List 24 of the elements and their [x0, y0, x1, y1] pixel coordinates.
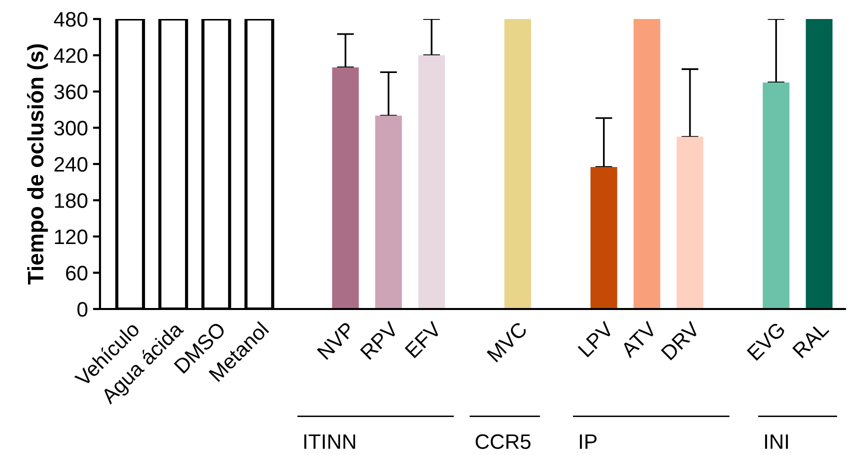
- y-axis-title: Tiempo de oclusión (s): [26, 44, 48, 285]
- text: INI: [765, 434, 788, 449]
- text: IP: [580, 434, 597, 449]
- bar: [634, 19, 660, 309]
- bar: [676, 136, 704, 309]
- y-tick-label: 300: [54, 120, 88, 136]
- y-tick-label: 240: [54, 157, 88, 172]
- y-tick-label: 120: [55, 230, 88, 244]
- bar: [806, 19, 833, 309]
- bar: [504, 19, 532, 309]
- bar: [762, 82, 790, 309]
- bar: [332, 67, 359, 309]
- y-tick-label: 60: [66, 266, 88, 281]
- bar: [418, 55, 445, 309]
- text: CCR5: [476, 434, 530, 450]
- x-tick-label: RAL: [792, 321, 830, 358]
- y-tick-label: 360: [54, 84, 88, 100]
- y-tick-label: 420: [54, 48, 88, 64]
- y-tick-label: 0: [77, 302, 88, 317]
- y-tick-label: 480: [54, 12, 88, 27]
- bar: [590, 167, 618, 309]
- text: ITINN: [304, 434, 356, 449]
- bar: [375, 116, 402, 309]
- y-tick-label: 180: [55, 193, 88, 208]
